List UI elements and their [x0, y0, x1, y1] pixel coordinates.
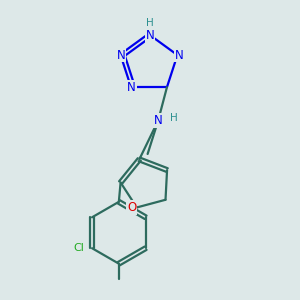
Text: N: N — [154, 114, 163, 127]
Text: N: N — [116, 49, 125, 62]
Text: Cl: Cl — [73, 243, 84, 253]
Text: O: O — [127, 201, 136, 214]
Text: H: H — [146, 18, 154, 28]
Text: N: N — [146, 28, 154, 42]
Text: H: H — [170, 113, 178, 123]
Text: N: N — [175, 49, 184, 62]
Text: N: N — [127, 81, 136, 94]
